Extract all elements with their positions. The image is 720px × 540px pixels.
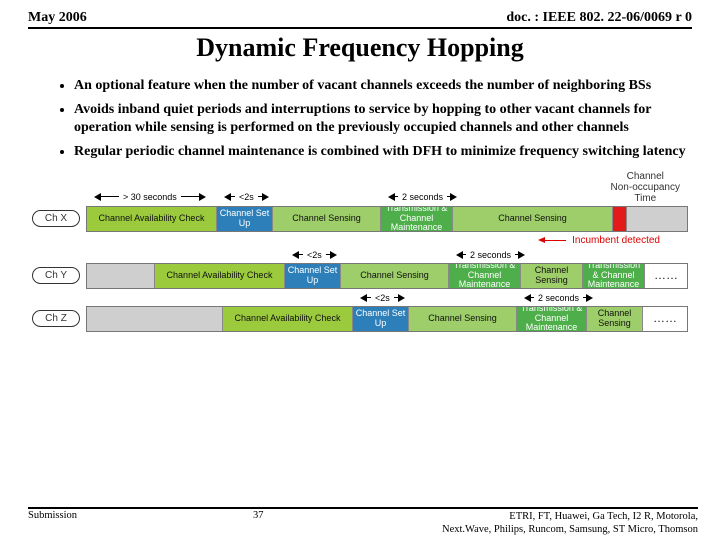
measure-2s: 2 seconds bbox=[456, 248, 528, 262]
slide-header: May 2006 doc. : IEEE 802. 22-06/0069 r 0 bbox=[28, 10, 692, 29]
mid-measure-row-y: <2s 2 seconds bbox=[94, 248, 688, 262]
seg-sensing: Channel Sensing bbox=[587, 307, 643, 331]
header-date: May 2006 bbox=[28, 10, 87, 26]
seg-sensing: Channel Sensing bbox=[273, 207, 381, 231]
seg-sensing: Channel Sensing bbox=[341, 264, 449, 288]
channel-bar: Channel Availability Check Channel Set U… bbox=[86, 263, 688, 289]
slide-title: Dynamic Frequency Hopping bbox=[28, 33, 692, 63]
seg-maintenance: Transmission & Channel Maintenance bbox=[449, 264, 521, 288]
seg-availability: Channel Availability Check bbox=[155, 264, 285, 288]
header-docref: doc. : IEEE 802. 22-06/0069 r 0 bbox=[506, 10, 692, 26]
mid-measure-row-z: <2s 2 seconds bbox=[94, 291, 688, 305]
measure-2s-a: <2s bbox=[224, 190, 280, 204]
footer-left: Submission bbox=[28, 510, 77, 536]
channel-row-x: Ch X Channel Availability Check Channel … bbox=[32, 206, 688, 232]
seg-sensing: Channel Sensing bbox=[453, 207, 613, 231]
seg-incumbent bbox=[613, 207, 627, 231]
seg-availability: Channel Availability Check bbox=[223, 307, 353, 331]
seg-continues: …… bbox=[643, 307, 687, 331]
channel-row-z: Ch Z Channel Availability Check Channel … bbox=[32, 306, 688, 332]
seg-sensing: Channel Sensing bbox=[409, 307, 517, 331]
channel-bar: Channel Availability Check Channel Set U… bbox=[86, 306, 688, 332]
nonoccupancy-label: Channel Non-occupancy Time bbox=[611, 171, 688, 204]
bullet-list: An optional feature when the number of v… bbox=[34, 77, 686, 161]
seg-lead-gray bbox=[87, 264, 155, 288]
measure-2s: 2 seconds bbox=[524, 291, 596, 305]
seg-setup: Channel Set Up bbox=[353, 307, 409, 331]
seg-setup: Channel Set Up bbox=[217, 207, 273, 231]
footer-page: 37 bbox=[253, 510, 264, 536]
channel-label: Ch Z bbox=[32, 310, 80, 327]
top-measure-row: > 30 seconds <2s 2 seconds Channel Non-o… bbox=[94, 171, 688, 204]
bullet-item: Regular periodic channel maintenance is … bbox=[74, 143, 686, 161]
channel-bar: Channel Availability Check Channel Set U… bbox=[86, 206, 688, 232]
seg-maintenance: Transmission & Channel Maintenance bbox=[517, 307, 587, 331]
measure-30s: > 30 seconds bbox=[94, 190, 224, 204]
incumbent-label: Incumbent detected bbox=[544, 235, 688, 246]
seg-maintenance: Transmission & Channel Maintenance bbox=[583, 264, 645, 288]
seg-continues: …… bbox=[645, 264, 687, 288]
channel-label: Ch X bbox=[32, 210, 80, 227]
seg-availability: Channel Availability Check bbox=[87, 207, 217, 231]
seg-maintenance: Transmission & Channel Maintenance bbox=[381, 207, 453, 231]
measure-2s-b: 2 seconds bbox=[388, 190, 460, 204]
measure-2s: <2s bbox=[292, 248, 348, 262]
seg-sensing: Channel Sensing bbox=[521, 264, 583, 288]
seg-nonoccupancy bbox=[627, 207, 687, 231]
seg-lead-gray bbox=[87, 307, 223, 331]
slide-footer: Submission 37 ETRI, FT, Huawei, Ga Tech,… bbox=[28, 507, 698, 536]
bullet-item: Avoids inband quiet periods and interrup… bbox=[74, 101, 686, 137]
measure-2s: <2s bbox=[360, 291, 416, 305]
channel-label: Ch Y bbox=[32, 267, 80, 284]
seg-setup: Channel Set Up bbox=[285, 264, 341, 288]
channel-row-y: Ch Y Channel Availability Check Channel … bbox=[32, 263, 688, 289]
incumbent-row: Incumbent detected bbox=[94, 234, 688, 248]
footer-right: ETRI, FT, Huawei, Ga Tech, I2 R, Motorol… bbox=[442, 510, 698, 536]
bullet-item: An optional feature when the number of v… bbox=[74, 77, 686, 95]
incumbent-arrow-icon bbox=[544, 240, 566, 241]
timing-diagram: > 30 seconds <2s 2 seconds Channel Non-o… bbox=[32, 171, 688, 332]
